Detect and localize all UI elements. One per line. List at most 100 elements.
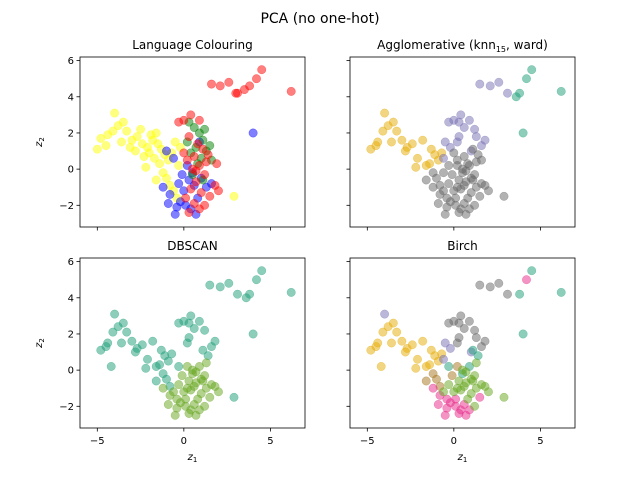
data-point (428, 383, 438, 393)
data-point (452, 182, 462, 192)
data-point (470, 325, 480, 335)
data-point (371, 342, 381, 352)
data-point (388, 318, 398, 328)
data-point (141, 363, 151, 373)
data-point (444, 318, 454, 328)
data-point (170, 137, 180, 147)
data-point (407, 340, 417, 350)
data-point (155, 360, 165, 370)
data-point (200, 124, 210, 134)
data-point (191, 177, 201, 187)
data-point (193, 139, 203, 149)
data-point (454, 318, 464, 328)
data-point (397, 135, 407, 145)
data-point (200, 325, 210, 335)
data-point (172, 403, 182, 413)
data-point (132, 132, 142, 142)
axes-frame (79, 56, 306, 228)
data-point (141, 162, 151, 172)
data-point (461, 367, 471, 377)
data-point (189, 400, 199, 409)
data-point (286, 86, 296, 96)
data-point (380, 309, 390, 319)
data-point (205, 141, 215, 151)
data-point (527, 65, 537, 75)
data-point (387, 137, 396, 147)
data-point (165, 390, 175, 400)
y-axis-label: z2 (34, 338, 46, 349)
data-point (151, 376, 161, 386)
data-point (189, 199, 199, 208)
data-point (444, 117, 454, 127)
data-point (196, 188, 206, 198)
panel-3: −5 0 5 −2 0 2 4 6 DBSCAN z1 z2 (34, 239, 306, 464)
x-tick-label: −5 (360, 436, 375, 447)
data-point (432, 374, 441, 384)
data-point (477, 155, 486, 165)
data-point (194, 316, 204, 326)
data-point (207, 79, 216, 89)
data-point (205, 392, 215, 402)
data-point (494, 77, 504, 87)
data-point (518, 128, 528, 138)
data-point (146, 130, 156, 140)
data-point (411, 363, 421, 373)
data-point (162, 146, 171, 156)
data-point (499, 392, 509, 402)
data-point (388, 117, 398, 127)
y-tick-label: −2 (59, 402, 74, 413)
figure-suptitle: PCA (no one-hot) (260, 11, 379, 27)
data-point (475, 392, 485, 402)
data-point (475, 79, 485, 89)
data-point (371, 141, 381, 151)
data-point (439, 168, 448, 178)
data-point (106, 362, 116, 371)
y-tick-label: −2 (59, 201, 74, 212)
data-point (189, 123, 199, 132)
data-point (212, 159, 222, 169)
data-point (392, 327, 402, 337)
data-point (503, 88, 512, 98)
data-point (194, 405, 204, 415)
data-point (464, 115, 474, 125)
data-point (411, 162, 421, 172)
data-point (376, 362, 386, 371)
data-point (241, 293, 251, 303)
y-tick-label: 4 (68, 92, 74, 103)
axes-frame (349, 56, 576, 228)
panel-points (92, 65, 296, 219)
panel-title: Agglomerative (knn15, ward) (377, 38, 548, 54)
data-point (162, 374, 171, 384)
data-point (447, 170, 457, 180)
data-point (452, 155, 462, 165)
data-point (451, 193, 461, 203)
data-point (155, 159, 165, 169)
data-point (466, 188, 476, 198)
data-point (181, 193, 191, 203)
data-point (468, 345, 478, 355)
data-point (177, 170, 187, 180)
data-point (186, 110, 196, 120)
data-point (397, 336, 407, 346)
data-point (515, 289, 525, 299)
data-point (470, 401, 480, 411)
data-point (214, 186, 223, 196)
data-point (198, 144, 208, 154)
data-point (214, 387, 223, 397)
data-point (433, 199, 443, 208)
data-point (137, 340, 147, 350)
data-point (110, 309, 120, 319)
x-tick-label: 0 (181, 436, 187, 447)
data-point (224, 278, 234, 288)
data-point (153, 139, 163, 149)
data-point (257, 65, 267, 75)
data-point (407, 139, 417, 149)
data-point (413, 153, 422, 163)
data-point (101, 342, 111, 352)
data-point (418, 336, 428, 346)
data-point (439, 387, 448, 397)
axes-frame (349, 257, 576, 429)
data-point (163, 356, 173, 366)
x-tick-label: 0 (451, 436, 457, 447)
data-point (224, 77, 234, 87)
